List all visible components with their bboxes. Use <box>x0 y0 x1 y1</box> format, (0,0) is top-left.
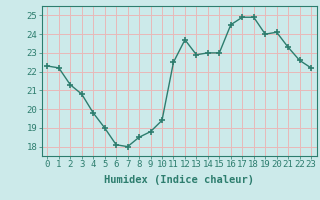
X-axis label: Humidex (Indice chaleur): Humidex (Indice chaleur) <box>104 175 254 185</box>
